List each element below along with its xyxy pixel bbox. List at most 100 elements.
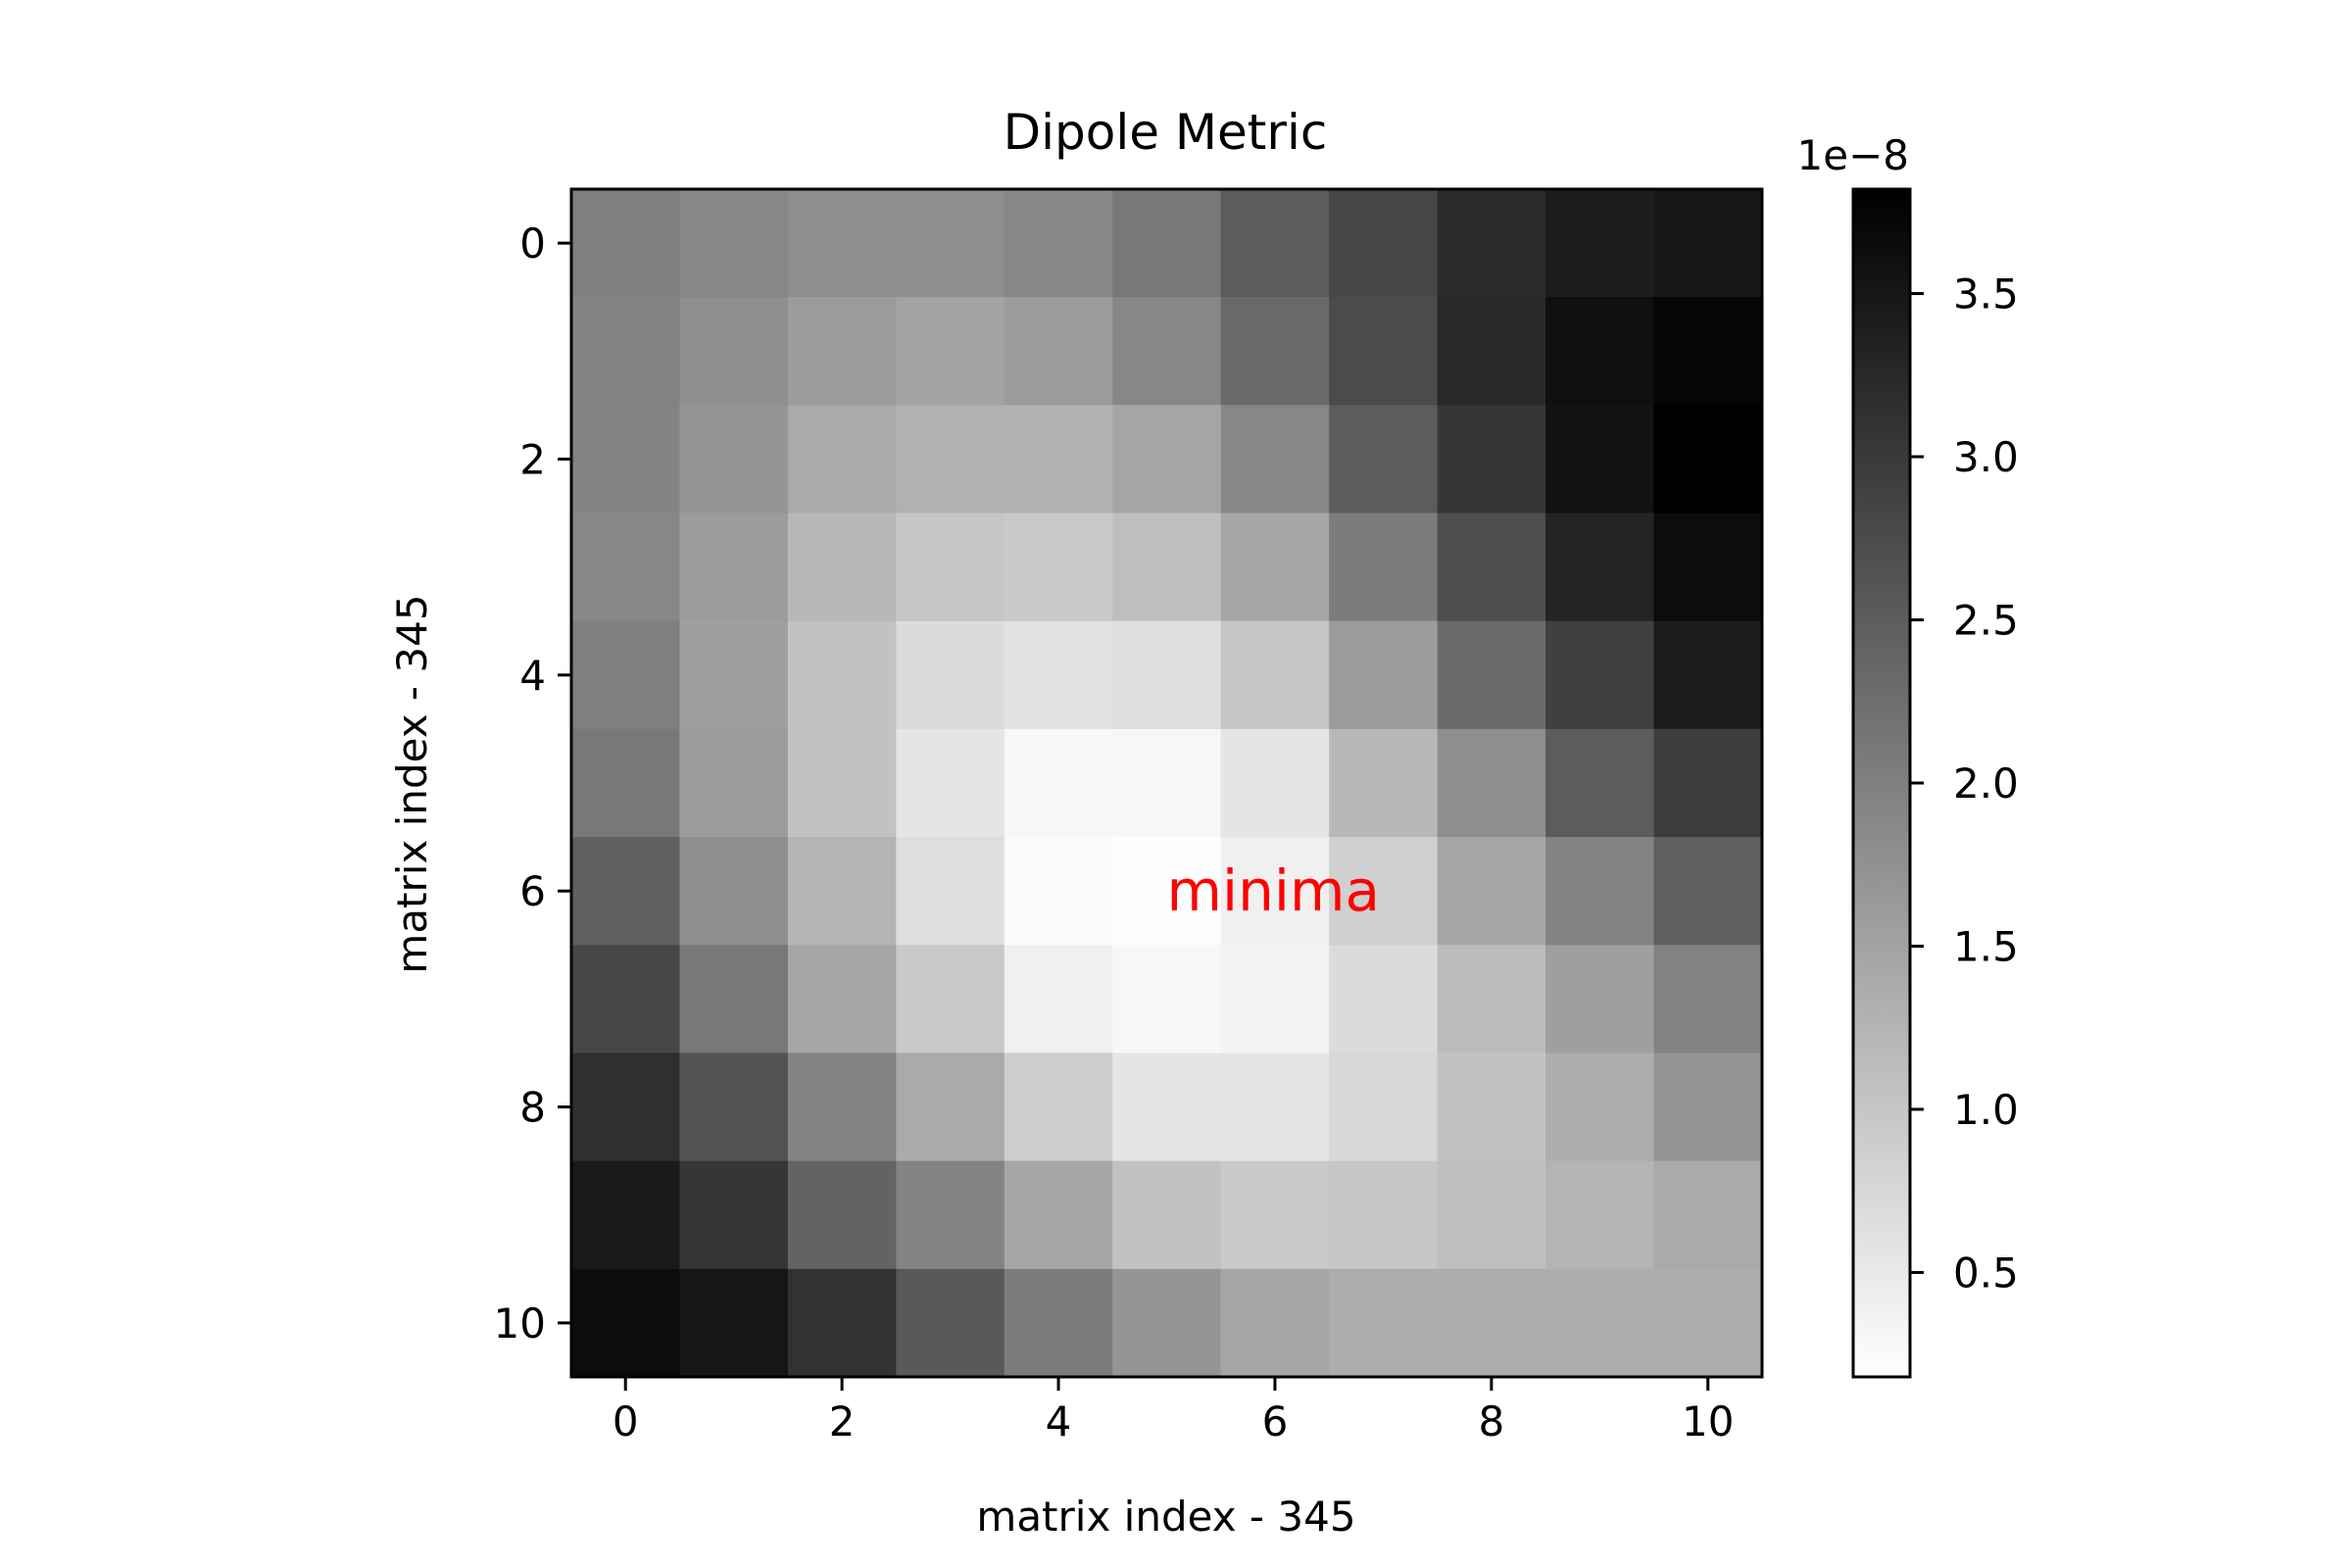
heatmap-cell bbox=[1329, 297, 1439, 406]
y-tick-label: 2 bbox=[519, 435, 546, 483]
heatmap-cell bbox=[1437, 945, 1546, 1054]
heatmap-cell bbox=[1437, 1053, 1546, 1162]
heatmap-cell bbox=[1329, 1268, 1439, 1378]
heatmap-cell bbox=[896, 620, 1005, 730]
heatmap-cell bbox=[1004, 405, 1113, 514]
heatmap-cell bbox=[1653, 945, 1763, 1054]
heatmap-cell bbox=[1653, 728, 1763, 838]
heatmap-cell bbox=[1437, 1268, 1546, 1378]
heatmap-cell bbox=[679, 945, 789, 1054]
x-tick-label: 6 bbox=[1262, 1397, 1289, 1446]
heatmap-cell bbox=[1004, 837, 1113, 946]
heatmap-cell bbox=[1653, 297, 1763, 406]
heatmap-cell bbox=[1653, 1160, 1763, 1270]
heatmap-cell bbox=[679, 1160, 789, 1270]
heatmap-cell bbox=[1220, 620, 1330, 730]
heatmap-cell bbox=[1112, 513, 1222, 622]
heatmap-cell bbox=[1220, 513, 1330, 622]
heatmap-cell bbox=[896, 1160, 1005, 1270]
heatmap-cell bbox=[1004, 1160, 1113, 1270]
heatmap-cell bbox=[1004, 1268, 1113, 1378]
x-tick-label: 2 bbox=[829, 1397, 856, 1446]
colorbar bbox=[1851, 187, 1912, 1379]
heatmap-cell bbox=[679, 1268, 789, 1378]
heatmap-cell bbox=[1112, 945, 1222, 1054]
y-axis-label: matrix index - 345 bbox=[388, 594, 436, 973]
heatmap-cell bbox=[1329, 1053, 1439, 1162]
heatmap-cell bbox=[1004, 513, 1113, 622]
heatmap-cell bbox=[1329, 189, 1439, 298]
heatmap-cell bbox=[571, 945, 681, 1054]
heatmap-cell bbox=[1112, 1268, 1222, 1378]
heatmap-cell bbox=[1545, 837, 1655, 946]
heatmap-cell bbox=[571, 1268, 681, 1378]
heatmap-cell bbox=[1545, 297, 1655, 406]
colorbar-tick-label: 3.0 bbox=[1953, 433, 2019, 481]
heatmap-cell bbox=[1437, 1160, 1546, 1270]
heatmap-cell bbox=[679, 405, 789, 514]
heatmap-cell bbox=[896, 837, 1005, 946]
heatmap-cell bbox=[787, 1268, 897, 1378]
heatmap-cell bbox=[1545, 1268, 1655, 1378]
colorbar-tick-label: 1.5 bbox=[1953, 922, 2019, 970]
x-tick-label: 10 bbox=[1682, 1397, 1734, 1446]
heatmap-cell bbox=[1329, 728, 1439, 838]
heatmap-cell bbox=[571, 1160, 681, 1270]
heatmap-cell bbox=[1329, 945, 1439, 1054]
x-axis-ticks: 0 2 4 6 8 10 bbox=[612, 1377, 1734, 1446]
heatmap-cell bbox=[1004, 620, 1113, 730]
x-axis-label: matrix index - 345 bbox=[976, 1493, 1355, 1541]
heatmap-cell bbox=[571, 297, 681, 406]
heatmap-cell bbox=[896, 297, 1005, 406]
heatmap-cell bbox=[1112, 405, 1222, 514]
colorbar-offset-text: 1e−8 bbox=[1797, 131, 1909, 179]
heatmap-cell bbox=[1112, 620, 1222, 730]
x-tick-label: 4 bbox=[1046, 1397, 1072, 1446]
heatmap-cell bbox=[679, 189, 789, 298]
heatmap-cell bbox=[679, 837, 789, 946]
heatmap-cell bbox=[679, 1053, 789, 1162]
heatmap-cell bbox=[571, 405, 681, 514]
heatmap-cell bbox=[679, 297, 789, 406]
heatmap-cell bbox=[1112, 297, 1222, 406]
heatmap-cell bbox=[787, 945, 897, 1054]
heatmap-cell bbox=[1112, 1053, 1222, 1162]
heatmap-cell bbox=[1437, 297, 1546, 406]
heatmap-cell bbox=[571, 728, 681, 838]
heatmap-cell bbox=[1329, 513, 1439, 622]
heatmap-cell bbox=[896, 1268, 1005, 1378]
heatmap-cell bbox=[787, 1053, 897, 1162]
heatmap-cell bbox=[1329, 405, 1439, 514]
plot-frame bbox=[569, 187, 1764, 1379]
minima-annotation: minima bbox=[1167, 858, 1381, 924]
heatmap-cell bbox=[787, 620, 897, 730]
heatmap-cell bbox=[1220, 945, 1330, 1054]
chart-title: Dipole Metric bbox=[1004, 104, 1328, 161]
heatmap-cell bbox=[787, 728, 897, 838]
x-tick-label: 0 bbox=[612, 1397, 639, 1446]
heatmap-cell bbox=[1220, 1160, 1330, 1270]
heatmap-cell bbox=[1112, 189, 1222, 298]
colorbar-ticks: 0.5 1.0 1.5 2.0 2.5 3.0 3.5 bbox=[1910, 270, 2019, 1297]
heatmap-cell bbox=[679, 513, 789, 622]
heatmap-cell bbox=[1329, 1160, 1439, 1270]
heatmap-cell bbox=[1437, 728, 1546, 838]
heatmap-cell bbox=[1545, 1053, 1655, 1162]
heatmap-cell bbox=[787, 1160, 897, 1270]
heatmap-cell bbox=[1220, 297, 1330, 406]
heatmap-cell bbox=[1545, 728, 1655, 838]
heatmap-cell bbox=[1004, 297, 1113, 406]
heatmap-cell bbox=[1545, 513, 1655, 622]
y-tick-label: 0 bbox=[519, 220, 546, 268]
heatmap-cell bbox=[1653, 1053, 1763, 1162]
heatmap-cell bbox=[896, 405, 1005, 514]
heatmap-cell bbox=[1653, 513, 1763, 622]
heatmap-cell bbox=[571, 189, 681, 298]
heatmap-cell bbox=[1220, 837, 1330, 946]
heatmap-cell bbox=[787, 513, 897, 622]
heatmap-cell bbox=[1653, 837, 1763, 946]
heatmap-cell bbox=[1004, 728, 1113, 838]
heatmap-cell bbox=[896, 945, 1005, 1054]
heatmap-cell bbox=[1653, 620, 1763, 730]
